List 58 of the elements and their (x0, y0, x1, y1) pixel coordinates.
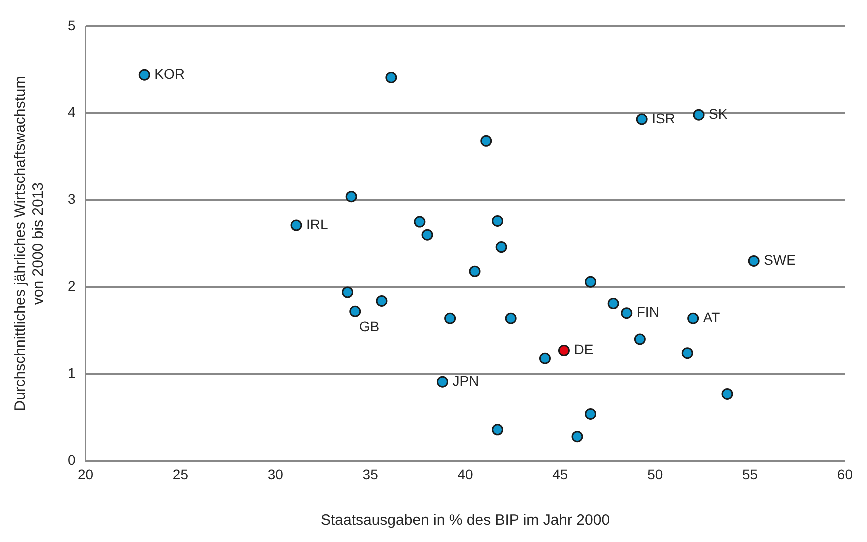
annotation: JPN (452, 372, 480, 389)
x-tick-label: 20 (78, 466, 94, 482)
x-axis-title: Staatsausgaben in % des BIP im Jahr 2000 (320, 512, 610, 530)
point (386, 72, 398, 84)
y-tick-label: 4 (68, 104, 76, 120)
point (505, 312, 517, 324)
x-tick-label: 60 (837, 466, 854, 482)
annotation: GB (359, 318, 380, 334)
point (636, 114, 648, 126)
point (608, 298, 620, 310)
annotation: DE (574, 342, 594, 358)
annotation: ISR (652, 110, 676, 126)
point (688, 312, 700, 324)
point (634, 334, 646, 346)
point (693, 109, 705, 121)
y-tick-label: 1 (68, 365, 76, 382)
point (585, 408, 597, 420)
point (414, 216, 426, 228)
annotation: FIN (636, 304, 660, 320)
point (492, 424, 504, 436)
point (722, 388, 734, 400)
point (346, 191, 358, 203)
point (480, 135, 492, 147)
x-tick-label: 25 (172, 466, 189, 482)
y-axis-title: Durchschnittliches jährliches Wirtschaftswachstum von 2000 bis 2013 (12, 76, 48, 412)
x-tick-label: 30 (268, 466, 284, 482)
y-tick-label: 2 (68, 278, 76, 294)
y-tick-label: 5 (68, 17, 76, 34)
y-tick-label: 0 (68, 452, 76, 468)
point (585, 276, 597, 288)
y-tick-label: 3 (68, 191, 76, 208)
point (350, 306, 362, 318)
point (422, 229, 434, 241)
point (138, 69, 150, 81)
point (376, 295, 388, 307)
point (436, 376, 448, 388)
point (342, 286, 354, 298)
annotation: IRL (306, 216, 329, 232)
point (558, 345, 570, 357)
annotation: KOR (154, 66, 185, 82)
point (682, 348, 694, 360)
x-tick-label: 35 (362, 466, 379, 482)
point (496, 242, 508, 254)
point (539, 352, 551, 364)
point (444, 312, 456, 324)
annotation: SWE (764, 252, 796, 268)
annotation: SK (709, 106, 728, 122)
point (290, 220, 302, 232)
point (492, 215, 504, 227)
x-tick-label: 45 (552, 466, 568, 482)
x-tick-label: 55 (742, 466, 758, 482)
point (572, 431, 584, 443)
x-tick-label: 40 (458, 466, 474, 482)
x-tick-label: 50 (648, 466, 664, 482)
annotation: AT (703, 309, 721, 326)
point (748, 255, 760, 267)
point (621, 308, 633, 320)
point (469, 266, 481, 278)
